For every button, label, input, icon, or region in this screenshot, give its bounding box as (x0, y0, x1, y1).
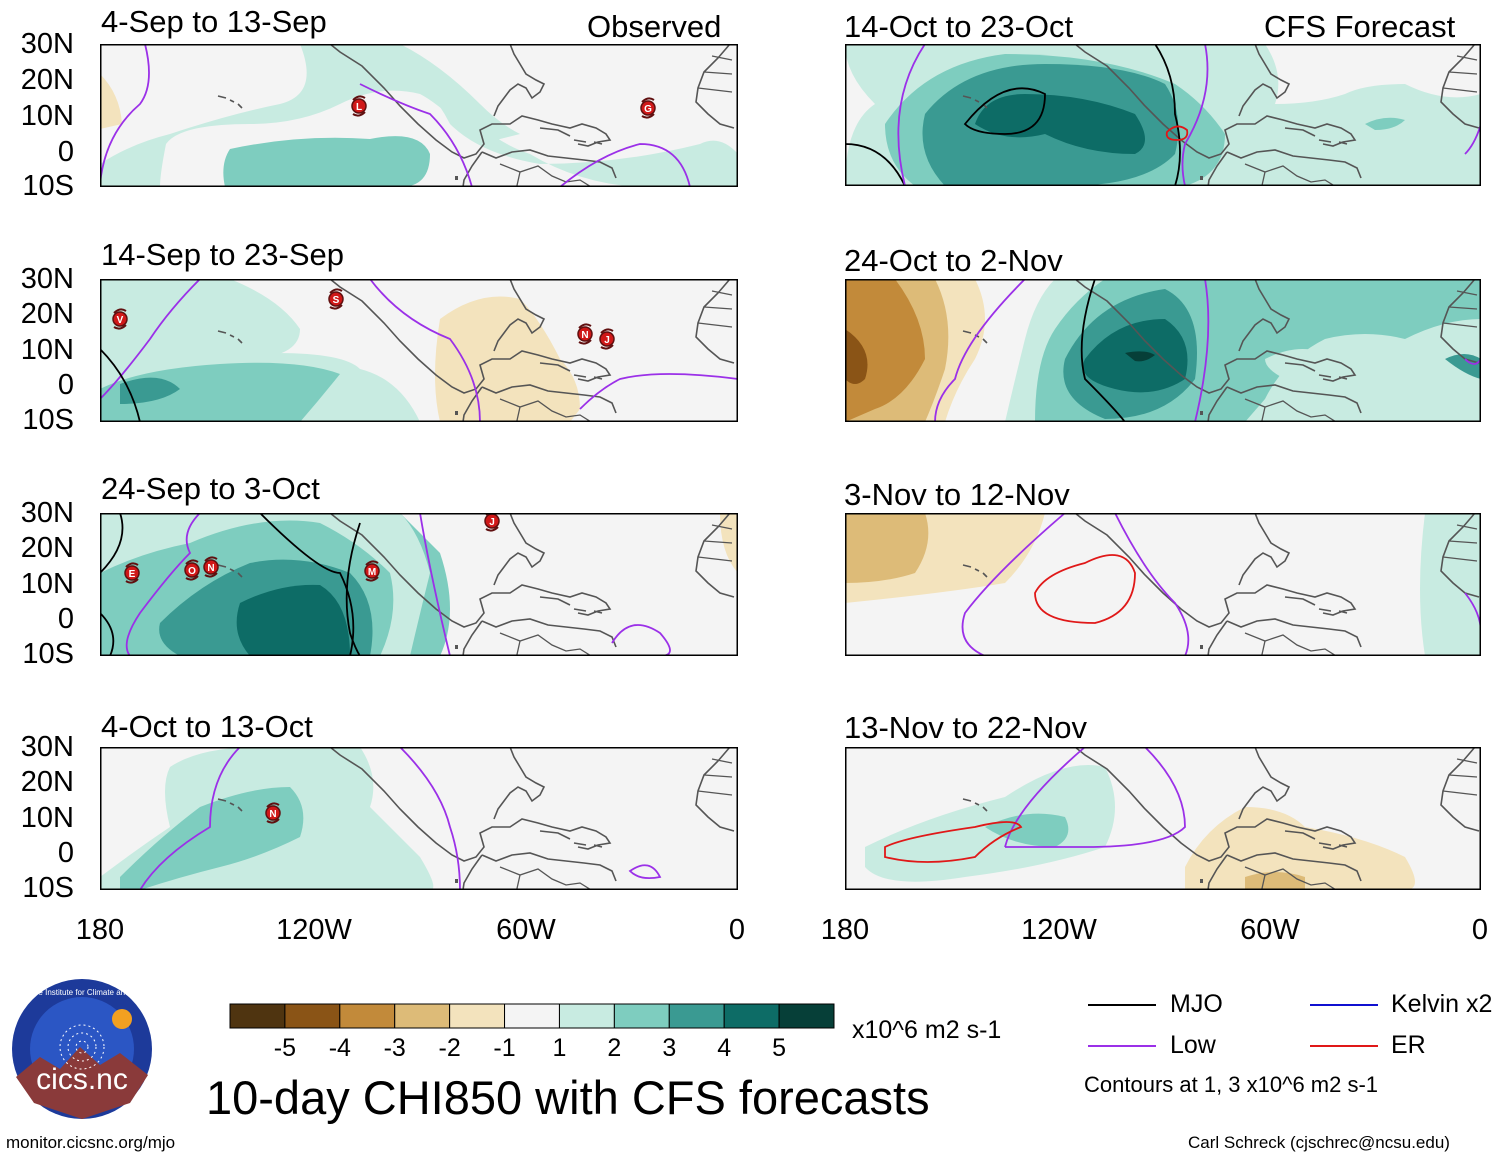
map-panel-7 (845, 513, 1481, 656)
legend-line-low (1088, 1045, 1156, 1047)
colorbar-tick-label: -4 (328, 1034, 351, 1062)
map-panel-1: L G (100, 44, 738, 187)
y-label: 0 (57, 136, 74, 168)
colorbar-tick-label: -2 (438, 1034, 461, 1062)
colorbar-swatch (613, 1003, 670, 1029)
y-label: 0 (57, 603, 74, 635)
y-label: 10S (22, 638, 74, 670)
panel-title-7: 3-Nov to 12-Nov (844, 477, 1070, 512)
x-label: 60W (1240, 914, 1300, 946)
colorbar-tick-label: 5 (772, 1034, 787, 1062)
legend-label-er: ER (1391, 1031, 1426, 1059)
colorbar-swatch (504, 1003, 560, 1029)
y-label: 30N (20, 731, 74, 763)
colorbar-tick-label: -1 (493, 1034, 516, 1062)
colorbar-swatch (668, 1003, 725, 1029)
x-label: 0 (728, 914, 746, 946)
y-label: 30N (20, 497, 74, 529)
legend-line-er (1310, 1045, 1378, 1047)
legend-line-mjo (1088, 1004, 1156, 1006)
y-label: 10N (20, 334, 74, 366)
colorbar-swatch (558, 1003, 615, 1029)
y-label: 10N (20, 100, 74, 132)
colorbar-tick-label: 1 (552, 1034, 567, 1062)
figure-title: 10-day CHI850 with CFS forecasts (206, 1071, 930, 1124)
logo-text: cics.nc (36, 1063, 128, 1096)
colorbar-swatch (229, 1003, 286, 1029)
storm-label: S (333, 295, 340, 306)
y-label: 10S (22, 404, 74, 436)
colorbar (229, 1003, 835, 1029)
colorbar-tick-label: -5 (273, 1034, 297, 1062)
panel-title-4: 4-Oct to 13-Oct (101, 709, 313, 744)
y-label: 10N (20, 568, 74, 600)
map-panel-6 (845, 279, 1481, 422)
x-label: 60W (496, 914, 556, 946)
y-label: 20N (20, 766, 74, 798)
y-label: 30N (20, 28, 74, 60)
map-panel-3: J E O N M (100, 513, 738, 656)
y-label: 0 (57, 837, 74, 869)
colorbar-swatch (394, 1003, 451, 1029)
storm-label: N (207, 563, 214, 574)
legend-label-mjo: MJO (1170, 990, 1223, 1018)
y-label: 10N (20, 802, 74, 834)
panel-title-2: 14-Sep to 23-Sep (101, 237, 345, 272)
storm-label: M (368, 567, 376, 578)
storm-label: O (188, 566, 196, 577)
colorbar-tick-label: 4 (717, 1034, 732, 1062)
y-label: 20N (20, 532, 74, 564)
storm-label: G (644, 104, 652, 115)
logo-ring-text: Cooperative Institute for Climate and Sa… (10, 988, 154, 997)
panel-title-8: 13-Nov to 22-Nov (844, 710, 1087, 745)
y-label: 30N (20, 263, 74, 295)
footer-credit: Carl Schreck (cjschrec@ncsu.edu) (1188, 1133, 1450, 1152)
colorbar-swatch (723, 1003, 780, 1029)
colorbar-swatch (339, 1003, 396, 1029)
y-label: 0 (57, 369, 74, 401)
panel-title-1: 4-Sep to 13-Sep (101, 4, 327, 39)
storm-label: N (581, 330, 588, 341)
storm-label: V (117, 315, 124, 326)
y-label: 20N (20, 298, 74, 330)
contours-note: Contours at 1, 3 x10^6 m2 s-1 (1084, 1072, 1379, 1097)
legend-label-kelvin: Kelvin x2 (1391, 990, 1493, 1018)
footer-url[interactable]: monitor.cicsnc.org/mjo (6, 1133, 176, 1152)
y-label: 10S (22, 872, 74, 904)
storm-label: J (604, 335, 610, 346)
y-label: 20N (20, 64, 74, 96)
storm-label: J (489, 517, 495, 528)
colorbar-tick-label: -3 (383, 1034, 406, 1062)
observed-label: Observed (587, 9, 722, 44)
forecast-label: CFS Forecast (1264, 9, 1456, 44)
colorbar-tick-label: 2 (607, 1034, 622, 1062)
cics-logo: Cooperative Institute for Climate and Sa… (0, 977, 164, 1121)
panel-title-5: 14-Oct to 23-Oct (844, 9, 1074, 44)
colorbar-swatch (284, 1003, 341, 1029)
storm-label: E (129, 569, 136, 580)
x-label: 180 (75, 914, 125, 946)
x-label: 120W (276, 914, 352, 946)
storm-label: L (356, 102, 362, 113)
map-panel-8 (845, 747, 1481, 890)
storm-label: N (269, 809, 276, 820)
map-panel-5 (845, 44, 1481, 186)
x-label: 180 (820, 914, 870, 946)
colorbar-swatch (449, 1003, 506, 1029)
colorbar-swatch (778, 1003, 835, 1029)
panel-title-3: 24-Sep to 3-Oct (101, 471, 320, 506)
colorbar-tick-label: 3 (662, 1034, 677, 1062)
map-panel-2: V S N J (100, 279, 738, 422)
y-label: 10S (22, 170, 74, 202)
panel-title-6: 24-Oct to 2-Nov (844, 243, 1063, 278)
colorbar-units: x10^6 m2 s-1 (852, 1016, 1002, 1044)
legend-line-kelvin (1310, 1004, 1378, 1006)
map-panel-4: N (100, 747, 738, 890)
x-label: 120W (1021, 914, 1097, 946)
legend-label-low: Low (1170, 1031, 1216, 1059)
x-label: 0 (1471, 914, 1489, 946)
